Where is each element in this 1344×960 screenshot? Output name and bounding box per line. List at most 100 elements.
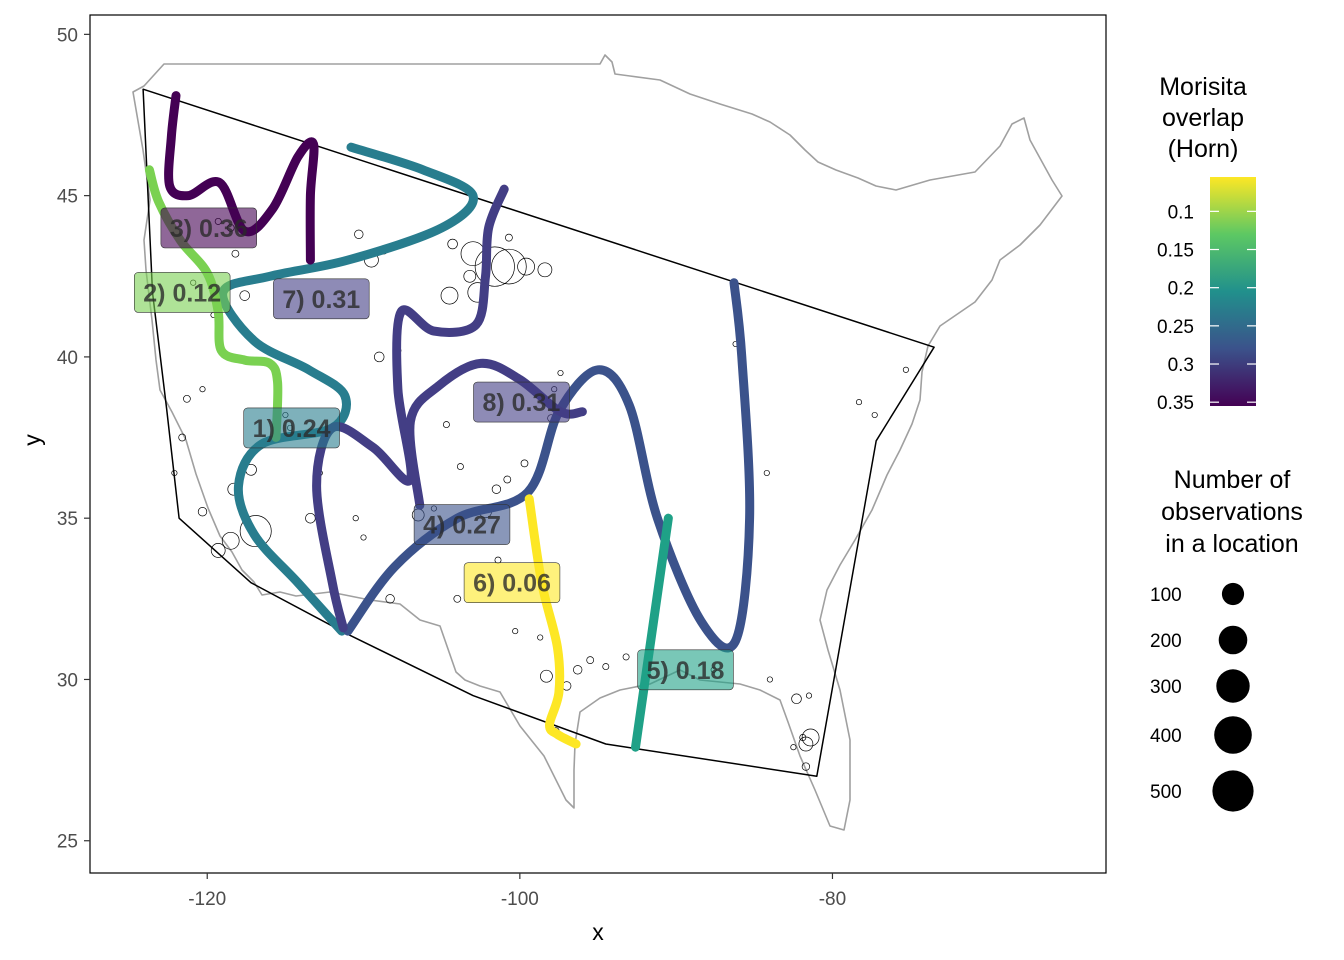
convex-hull-polygon [142, 88, 935, 777]
colorbar [1210, 177, 1256, 406]
observation-point [199, 386, 206, 393]
transect-label-box [463, 562, 561, 604]
color-legend-title-line1: Morisita [1159, 73, 1247, 101]
transect-label-text: 6) 0.06 [473, 570, 551, 598]
colorbar-tick-label: 0.25 [1157, 317, 1194, 338]
y-axis: 25 30 35 40 45 50 [57, 25, 90, 853]
observation-point [805, 692, 813, 699]
observation-point [801, 728, 820, 747]
y-tick-label: 35 [57, 509, 78, 530]
observation-point [463, 269, 477, 283]
transect-label-1: 1) 0.24 [243, 407, 340, 449]
transect-label-box [637, 649, 734, 691]
observation-point [453, 594, 462, 603]
observation-point [791, 693, 802, 705]
observation-point [442, 421, 450, 429]
transect-label-box [160, 207, 257, 249]
y-tick-label: 45 [57, 187, 78, 208]
y-tick-label: 50 [57, 25, 78, 46]
observation-point [360, 534, 367, 541]
size-legend-label: 400 [1150, 726, 1182, 747]
size-legend-keys: 100 200 300 400 500 [1150, 582, 1254, 812]
y-tick-label: 30 [57, 670, 78, 691]
observation-point [373, 351, 385, 363]
transect-label-text: 7) 0.31 [282, 286, 360, 314]
transect-label-text: 5) 0.18 [647, 657, 725, 685]
x-tick-label: -120 [188, 889, 226, 910]
color-legend-title-line2: overlap [1162, 104, 1244, 132]
observation-point [447, 238, 458, 250]
size-legend-label: 500 [1150, 782, 1182, 803]
transect-label-3: 3) 0.36 [160, 207, 257, 249]
transect-label-box [413, 504, 511, 545]
transect-label-text: 3) 0.36 [170, 215, 248, 243]
observation-point [221, 531, 240, 550]
size-legend: Number of observations in a location 100… [1150, 466, 1303, 812]
transect-label-text: 2) 0.12 [143, 279, 221, 307]
colorbar-tick-label: 0.15 [1157, 241, 1194, 262]
observation-point [557, 369, 564, 377]
observation-point [622, 653, 630, 661]
x-tick-label: -80 [819, 889, 846, 910]
observation-point [517, 257, 535, 276]
transect-line-1 [218, 142, 478, 636]
observation-point [183, 394, 191, 403]
observation-point [505, 233, 513, 242]
observation-point [537, 262, 553, 278]
size-legend-title-line3: in a location [1165, 530, 1298, 558]
observation-point [573, 665, 583, 675]
color-legend-title-line3: (Horn) [1168, 135, 1239, 163]
observation-point [178, 433, 187, 442]
observation-point [512, 628, 519, 635]
observation-point [491, 248, 527, 285]
size-legend-label: 300 [1150, 677, 1182, 698]
y-tick-label: 25 [57, 832, 78, 853]
observation-point [456, 463, 464, 471]
observation-point [354, 229, 364, 239]
transect-label-2: 2) 0.12 [134, 272, 231, 313]
size-legend-circle [1218, 625, 1248, 655]
observation-point [798, 736, 814, 752]
observation-point [474, 246, 515, 287]
observation-point [210, 543, 226, 558]
observation-point [537, 634, 544, 641]
transect-label-4: 4) 0.27 [413, 504, 511, 545]
transect-label-text: 1) 0.24 [253, 415, 331, 443]
size-legend-circle [1221, 582, 1245, 606]
observation-point [766, 676, 773, 683]
colorbar-tick-label: 0.35 [1157, 393, 1194, 414]
observation-point [352, 515, 359, 522]
observation-point [871, 411, 878, 419]
transect-line-7 [312, 184, 509, 633]
observation-point [171, 469, 178, 477]
size-legend-label: 100 [1150, 585, 1182, 606]
size-legend-label: 200 [1150, 631, 1182, 652]
transect-line-5 [631, 513, 673, 752]
observation-point [491, 484, 502, 494]
size-legend-circle [1212, 770, 1254, 812]
y-axis-title: y [19, 434, 45, 446]
observation-point [197, 507, 208, 517]
size-legend-circle [1216, 669, 1250, 703]
observation-point [602, 663, 610, 671]
observation-point [540, 669, 553, 683]
transect-label-5: 5) 0.18 [637, 649, 734, 691]
transect-label-8: 8) 0.31 [473, 381, 570, 423]
x-tick-label: -100 [501, 889, 539, 910]
transect-label-6: 6) 0.06 [463, 562, 561, 604]
observation-point [586, 656, 595, 664]
color-legend: Morisita overlap (Horn) 0.10.150.20.250.… [1157, 73, 1256, 414]
observation-point [239, 515, 272, 548]
colorbar-tick-label: 0.2 [1168, 279, 1194, 300]
observation-point [503, 475, 512, 484]
observation-point [239, 290, 250, 301]
x-axis-title: x [592, 919, 604, 945]
observation-point [440, 286, 459, 305]
transect-label-box [243, 407, 340, 449]
transect-label-box [134, 272, 231, 313]
observation-point [520, 459, 529, 468]
y-tick-label: 40 [57, 348, 78, 369]
colorbar-ticks: 0.1 0.15 0.2 0.25 0.3 0.35 [1157, 202, 1256, 414]
transect-labels: 1) 0.24 2) 0.12 3) 0.36 4) 0.27 5) 0.18 6) 0.… [134, 207, 734, 691]
